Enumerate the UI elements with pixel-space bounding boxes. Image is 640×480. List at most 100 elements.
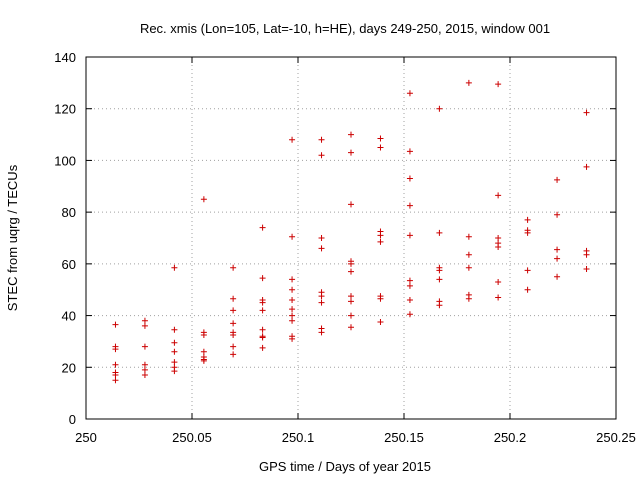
data-point	[583, 251, 590, 258]
data-point	[112, 361, 119, 368]
data-point	[259, 326, 266, 333]
data-point	[200, 331, 207, 338]
data-point	[348, 201, 354, 208]
data-point	[377, 238, 384, 245]
y-tick-label: 120	[54, 102, 76, 117]
data-point	[259, 275, 266, 282]
data-point	[230, 320, 237, 327]
data-point	[171, 264, 178, 271]
y-tick-label: 100	[54, 153, 76, 168]
data-point	[524, 229, 531, 236]
data-point	[377, 135, 384, 142]
data-point	[289, 312, 296, 319]
data-point	[289, 136, 296, 143]
data-point	[318, 152, 325, 159]
data-point	[406, 202, 413, 209]
data-point	[171, 339, 178, 346]
data-point	[259, 307, 266, 314]
data-point	[465, 264, 472, 271]
data-point	[171, 368, 178, 375]
data-point	[465, 295, 472, 302]
data-point	[406, 148, 413, 155]
data-point	[377, 232, 384, 239]
data-point	[141, 372, 148, 379]
data-point	[495, 235, 502, 241]
data-point	[318, 245, 325, 252]
data-point	[436, 267, 443, 274]
data-point	[524, 216, 531, 223]
y-axis-label: STEC from uqrg / TECUs	[5, 164, 20, 311]
data-point	[436, 229, 443, 236]
data-point	[436, 105, 443, 112]
data-point	[377, 295, 384, 302]
data-point	[554, 246, 561, 253]
x-tick-label: 250	[75, 430, 97, 445]
data-point	[289, 306, 296, 313]
x-tick-label: 250.2	[494, 430, 527, 445]
x-tick-label: 250.25	[596, 430, 636, 445]
data-point	[112, 372, 119, 379]
data-point	[318, 329, 325, 336]
data-point	[318, 235, 325, 241]
y-tick-label: 0	[69, 412, 76, 427]
data-point	[259, 344, 266, 351]
data-points	[112, 79, 590, 384]
data-point	[259, 334, 266, 341]
data-point	[318, 299, 325, 306]
x-tick-label: 250.05	[172, 430, 212, 445]
data-point	[141, 322, 148, 329]
x-tick-label: 250.1	[282, 430, 315, 445]
data-point	[377, 144, 384, 151]
data-point	[495, 192, 502, 199]
data-point	[289, 317, 296, 324]
data-point	[495, 278, 502, 285]
data-point	[465, 79, 472, 86]
y-tick-label: 20	[62, 360, 76, 375]
data-point	[406, 232, 413, 239]
data-point	[259, 299, 266, 306]
data-point	[348, 149, 354, 156]
data-point	[348, 298, 354, 305]
data-point	[406, 90, 413, 97]
data-point	[583, 163, 590, 170]
data-point	[495, 81, 502, 88]
plot-border	[85, 56, 617, 420]
data-point	[141, 366, 148, 373]
data-point	[200, 196, 207, 203]
data-point	[495, 294, 502, 301]
chart-title: Rec. xmis (Lon=105, Lat=-10, h=HE), days…	[140, 21, 550, 36]
data-point	[289, 233, 296, 240]
data-point	[230, 331, 237, 338]
data-point	[259, 224, 266, 231]
y-tick-label: 80	[62, 205, 76, 220]
data-point	[318, 293, 325, 300]
data-point	[524, 267, 531, 274]
y-tick-label: 60	[62, 257, 76, 272]
data-point	[465, 251, 472, 258]
data-point	[171, 326, 178, 333]
data-point	[495, 244, 502, 251]
data-point	[583, 266, 590, 273]
data-point	[200, 348, 207, 355]
data-point	[141, 361, 148, 368]
data-point	[554, 176, 561, 183]
data-point	[348, 131, 354, 138]
data-point	[230, 295, 237, 302]
data-point	[436, 276, 443, 283]
data-point	[465, 233, 472, 240]
data-point	[554, 273, 561, 280]
data-point	[112, 346, 119, 353]
data-point	[112, 321, 119, 328]
data-point	[200, 357, 207, 364]
data-point	[348, 260, 354, 267]
data-point	[406, 297, 413, 304]
data-point	[377, 319, 384, 326]
data-point	[230, 351, 237, 358]
data-point	[289, 297, 296, 304]
axis-ticks: 0 20 40 60 80 100 120 140 250 250.05 250.1 250.15 25…	[54, 50, 636, 445]
data-point	[406, 311, 413, 318]
data-point	[406, 282, 413, 289]
data-point	[348, 268, 354, 275]
x-tick-label: 250.15	[384, 430, 424, 445]
